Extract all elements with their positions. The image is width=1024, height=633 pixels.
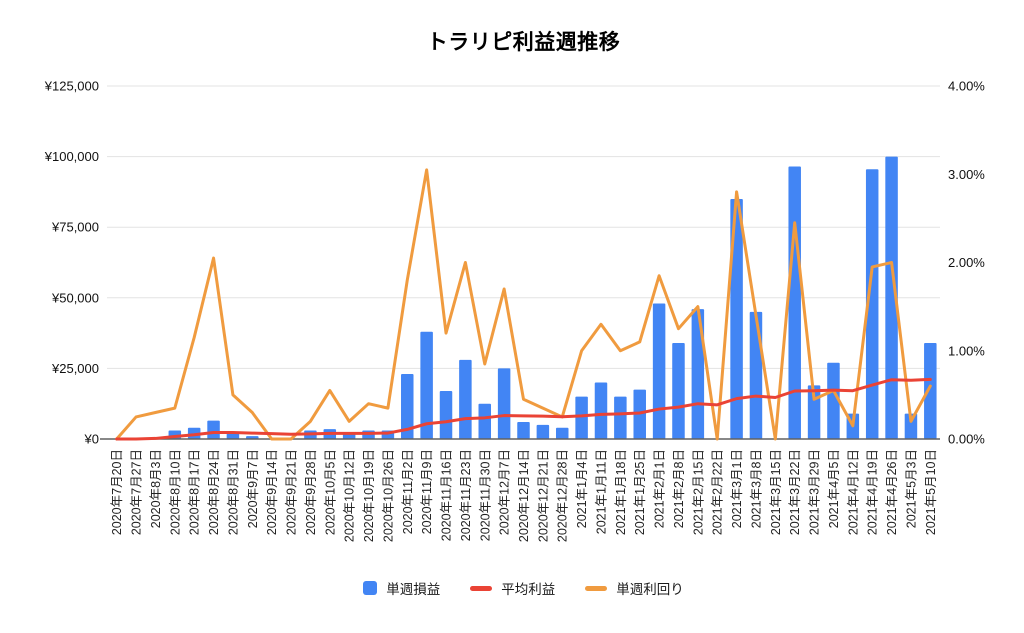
- right-axis-tick-label: 1.00%: [948, 343, 985, 358]
- x-axis-label: 2020年9月21日: [285, 449, 299, 535]
- x-axis-label: 2021年2月8日: [672, 449, 686, 528]
- x-axis-label: 2020年9月28日: [304, 449, 318, 535]
- weekly-profit-bar[interactable]: [865, 169, 879, 440]
- left-axis-tick-label: ¥50,000: [51, 290, 99, 305]
- weekly-profit-bar[interactable]: [401, 374, 414, 439]
- x-axis-label: 2021年4月19日: [866, 449, 880, 535]
- x-axis-label: 2021年2月22日: [711, 449, 725, 535]
- weekly-profit-bar[interactable]: [459, 359, 472, 439]
- x-axis-label: 2020年9月7日: [246, 449, 260, 528]
- legend-item-average-profit[interactable]: 平均利益: [470, 578, 555, 598]
- x-axis-label: 2020年11月30日: [478, 449, 492, 541]
- x-axis-label: 2021年3月29日: [808, 449, 822, 535]
- weekly-profit-bar[interactable]: [594, 382, 608, 439]
- weekly-profit-bar[interactable]: [827, 362, 840, 439]
- weekly-profit-bar[interactable]: [439, 390, 453, 439]
- legend-item-weekly-yield[interactable]: 単週利回り: [585, 578, 684, 598]
- weekly-profit-bar[interactable]: [730, 198, 743, 439]
- x-axis-label: 2021年4月26日: [885, 449, 899, 535]
- weekly-profit-bar[interactable]: [788, 166, 801, 439]
- x-axis-label: 2020年8月24日: [207, 449, 221, 535]
- weekly-profit-bar[interactable]: [691, 309, 705, 439]
- x-axis-label: 2020年12月21日: [536, 449, 550, 542]
- weekly-profit-bar[interactable]: [517, 422, 530, 439]
- x-axis-label: 2020年10月26日: [381, 449, 395, 542]
- left-axis-tick-label: ¥100,000: [44, 149, 99, 164]
- x-axis-label: 2021年3月8日: [749, 449, 763, 528]
- x-axis-label: 2020年8月31日: [226, 449, 240, 535]
- x-axis-label: 2020年10月19日: [362, 449, 376, 542]
- weekly-profit-bar[interactable]: [536, 424, 550, 439]
- weekly-profit-bar[interactable]: [497, 368, 511, 439]
- average-profit-line: [115, 377, 932, 441]
- legend-label-weekly-profit: 単週損益: [386, 582, 441, 597]
- left-axis-tick-label: ¥25,000: [51, 361, 99, 376]
- weekly-profit-bar[interactable]: [555, 427, 569, 439]
- x-axis-label: 2021年3月22日: [788, 449, 802, 535]
- weekly-profit-bar[interactable]: [652, 303, 666, 439]
- x-axis-label: 2020年11月23日: [459, 449, 473, 541]
- x-axis-label: 2020年11月9日: [420, 449, 434, 534]
- x-axis-label: 2020年8月3日: [149, 449, 163, 528]
- x-axis-label: 2020年10月12日: [343, 449, 357, 542]
- weekly-profit-bar[interactable]: [672, 342, 685, 439]
- x-axis-label: 2020年9月14日: [265, 449, 279, 535]
- right-axis-tick-label: 0.00%: [948, 432, 985, 447]
- weekly-profit-bar[interactable]: [924, 342, 937, 439]
- x-axis-label: 2021年5月10日: [924, 449, 938, 535]
- weekly-profit-bar[interactable]: [614, 396, 627, 439]
- weekly-profit-bar[interactable]: [885, 156, 898, 439]
- x-axis-label: 2020年12月28日: [556, 449, 570, 542]
- x-axis-label: 2021年1月4日: [575, 449, 589, 528]
- x-axis-label: 2021年1月25日: [633, 449, 647, 535]
- legend-bar-swatch-icon: [363, 581, 378, 595]
- x-axis-label: 2020年12月7日: [498, 449, 512, 535]
- weekly-yield-line: [115, 168, 932, 441]
- weekly-profit-bar[interactable]: [749, 311, 763, 439]
- x-axis-label: 2020年12月14日: [517, 449, 531, 542]
- legend-label-weekly-yield: 単週利回り: [616, 582, 684, 597]
- x-axis-label: 2021年1月11日: [594, 449, 608, 534]
- left-axis-tick-label: ¥125,000: [44, 79, 99, 94]
- weekly-profit-bar[interactable]: [904, 413, 918, 439]
- weekly-profit-bar[interactable]: [226, 433, 240, 439]
- x-axis-label: 2020年10月5日: [323, 449, 337, 535]
- x-axis-label: 2021年5月3日: [904, 449, 918, 528]
- left-axis-tick-label: ¥75,000: [51, 220, 99, 235]
- x-axis-label: 2020年7月27日: [130, 449, 144, 535]
- weekly-profit-bar[interactable]: [478, 403, 492, 439]
- legend-item-weekly-profit[interactable]: 単週損益: [363, 578, 440, 598]
- x-axis-label: 2021年2月15日: [691, 449, 705, 535]
- legend-line-swatch-icon: [585, 585, 608, 591]
- right-axis-tick-label: 3.00%: [948, 167, 985, 182]
- left-axis-tick-label: ¥0: [84, 432, 99, 447]
- x-axis-label: 2020年11月16日: [440, 449, 454, 541]
- weekly-profit-bar[interactable]: [420, 331, 433, 439]
- legend-label-average-profit: 平均利益: [501, 582, 556, 597]
- legend: 単週損益 平均利益 単週利回り: [107, 578, 940, 598]
- weekly-profit-bar[interactable]: [207, 420, 220, 439]
- x-axis-label: 2021年4月5日: [827, 449, 841, 528]
- x-axis-label: 2020年8月10日: [168, 449, 182, 535]
- chart-title: トラリピ利益週推移: [426, 31, 621, 54]
- weekly-profit-bar[interactable]: [575, 396, 588, 439]
- x-axis-label: 2020年11月2日: [401, 449, 415, 534]
- x-axis-label: 2020年8月17日: [188, 449, 202, 535]
- x-axis-label: 2021年4月12日: [846, 449, 860, 535]
- x-axis-label: 2020年7月20日: [110, 449, 124, 535]
- x-axis-label: 2021年1月18日: [614, 449, 628, 535]
- right-axis-tick-label: 2.00%: [948, 255, 985, 270]
- legend-line-swatch-icon: [470, 585, 493, 591]
- x-axis-label: 2021年3月15日: [769, 449, 783, 535]
- x-axis-label: 2021年3月1日: [730, 449, 744, 528]
- right-axis-tick-label: 4.00%: [948, 79, 985, 94]
- x-axis-label: 2021年2月1日: [653, 449, 667, 528]
